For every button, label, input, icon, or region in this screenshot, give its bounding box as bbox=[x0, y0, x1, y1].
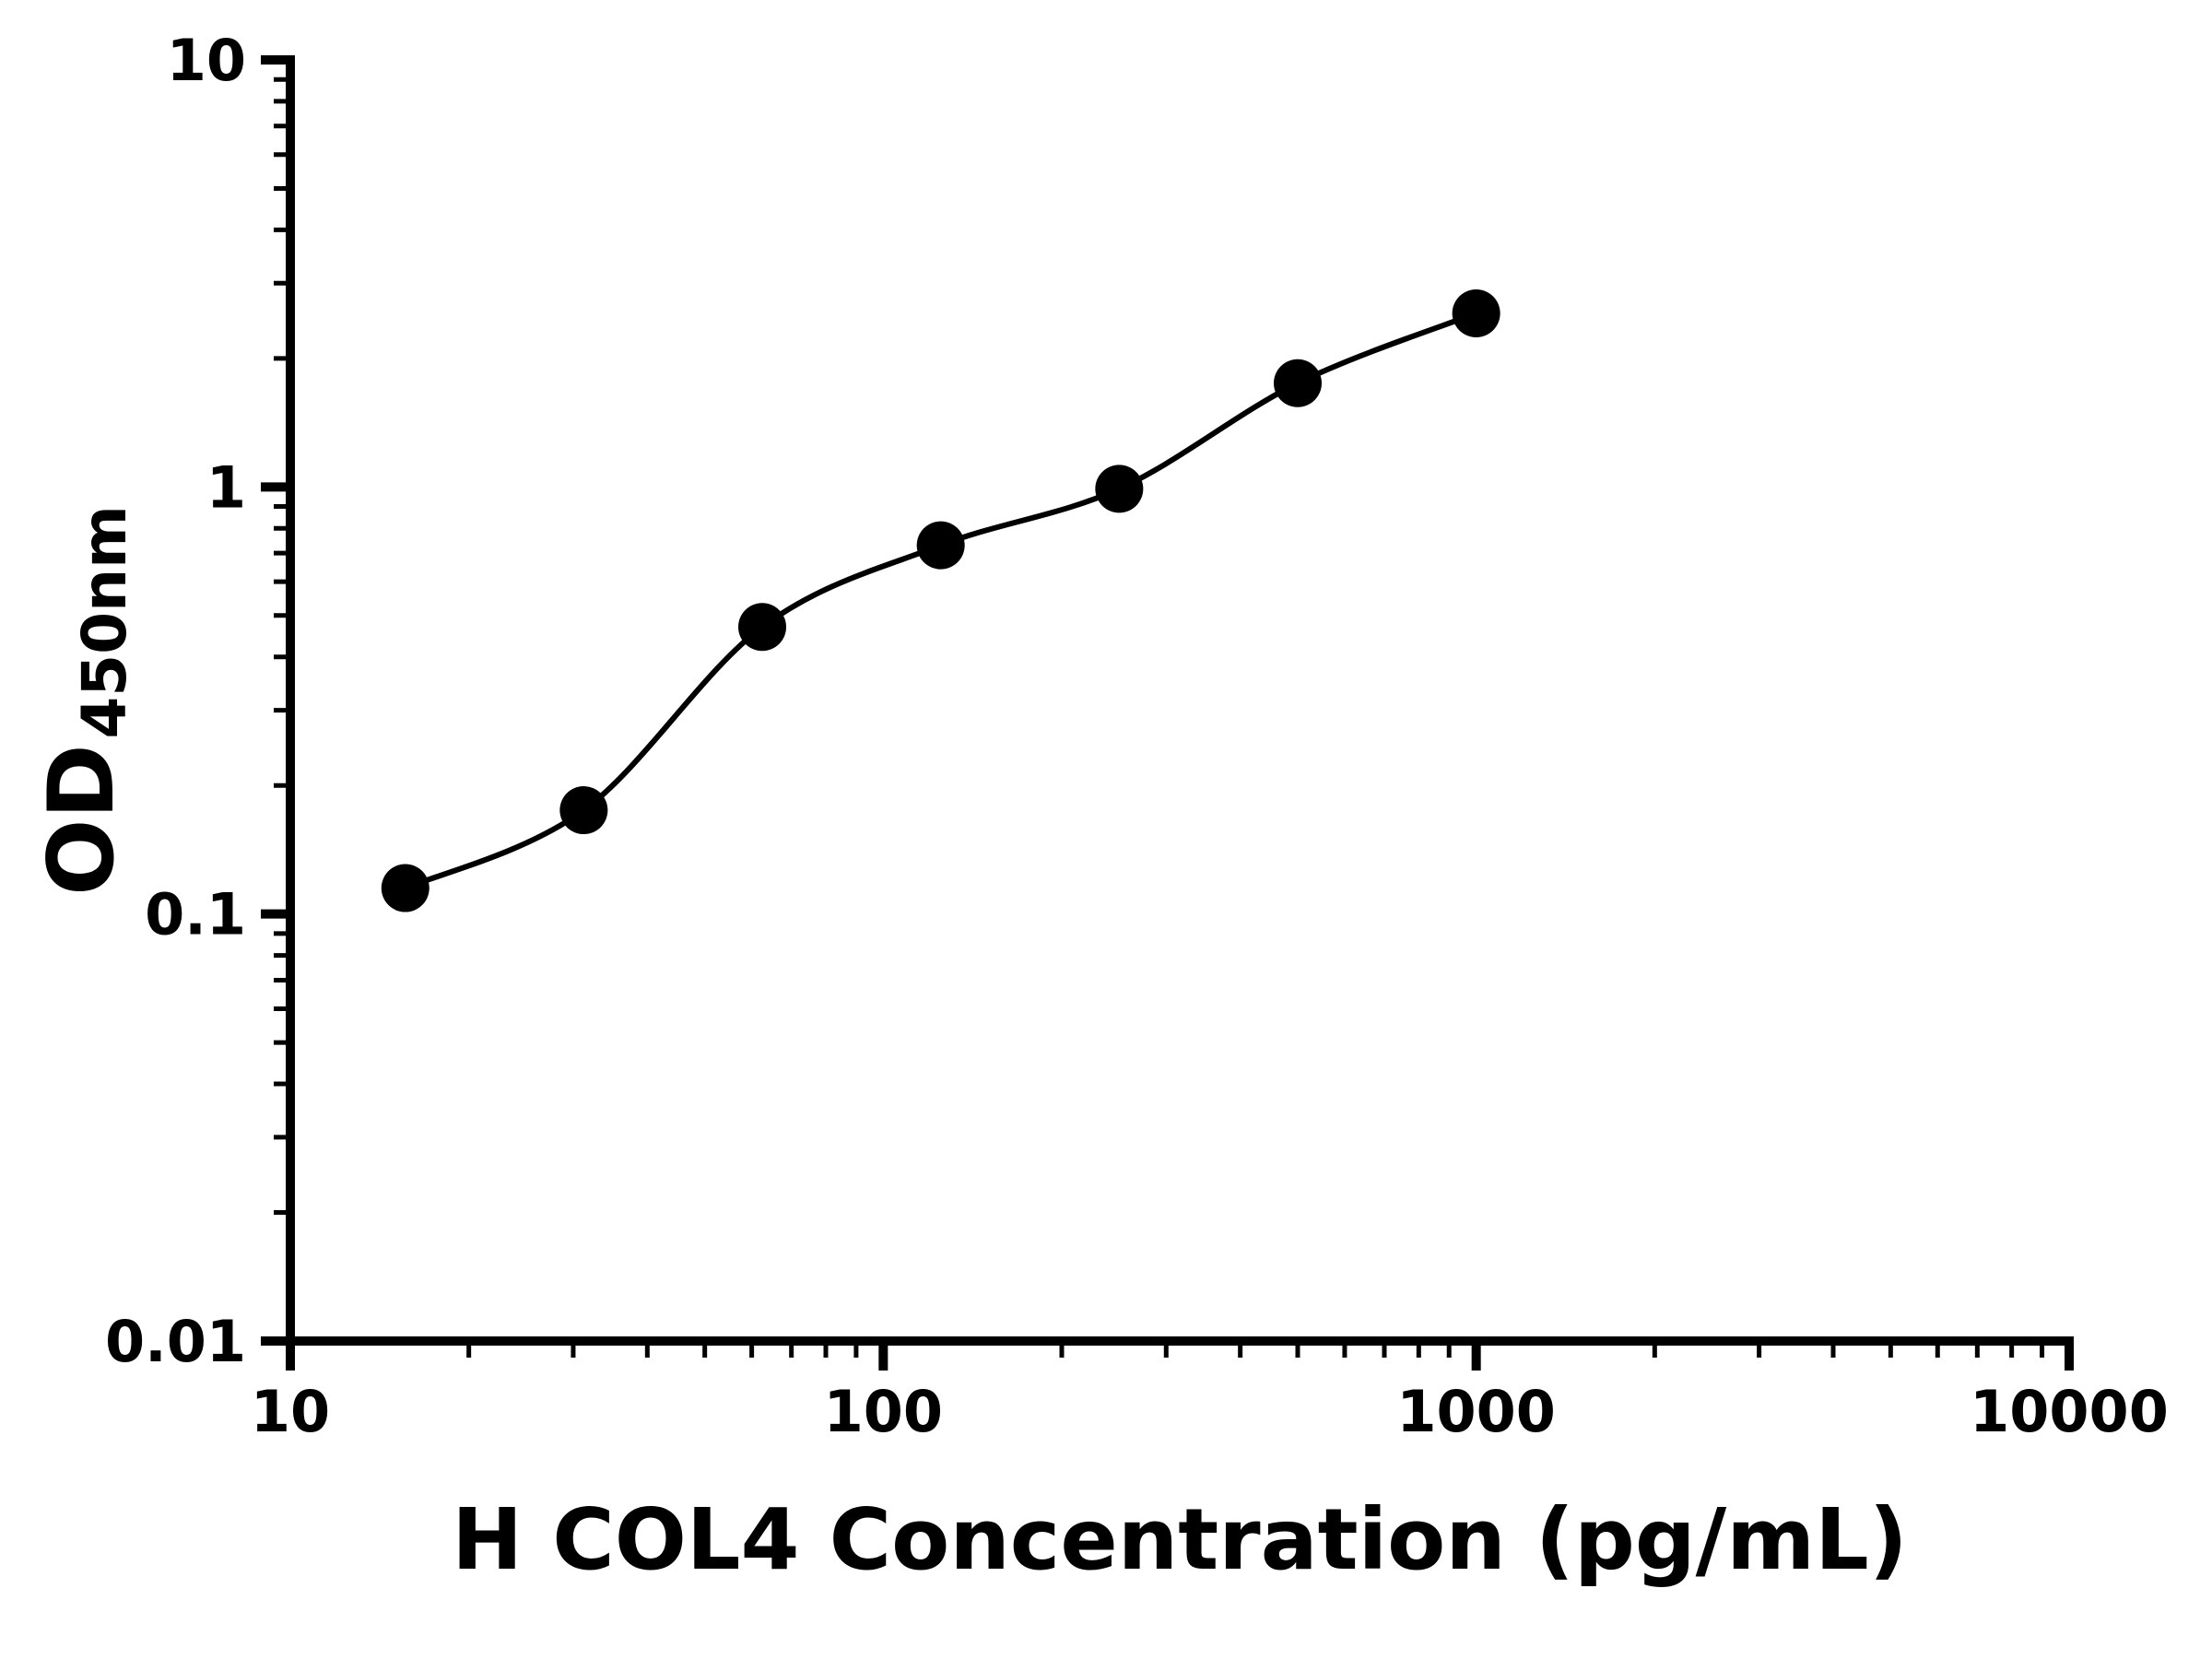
tick-labels-layer: 10 100 1000 10000 0.01 0.1 1 10 bbox=[105, 27, 2169, 1445]
y-tick-label: 0.1 bbox=[145, 881, 246, 948]
axis-spine bbox=[286, 55, 2074, 1346]
x-tick-label: 1000 bbox=[1396, 1378, 1556, 1445]
y-tick-label: 10 bbox=[167, 27, 246, 94]
data-point bbox=[381, 864, 429, 912]
data-point bbox=[916, 521, 965, 570]
axes-layer bbox=[286, 55, 2074, 1346]
y-axis-title: OD 450nm bbox=[29, 505, 140, 896]
x-axis-title: H COL4 Concentration (pg/mL) bbox=[452, 1490, 1908, 1589]
data-point bbox=[1452, 288, 1500, 337]
y-tick-label: 1 bbox=[206, 453, 246, 521]
y-axis-title-sub: 450nm bbox=[69, 505, 140, 739]
y-axis-title-main: OD bbox=[29, 744, 135, 896]
ticks-layer bbox=[261, 55, 2074, 1371]
series-layer bbox=[381, 288, 1500, 912]
x-tick-label: 10 bbox=[251, 1378, 330, 1445]
data-point bbox=[1274, 359, 1323, 407]
x-tick-label: 10000 bbox=[1970, 1378, 2169, 1445]
y-tick-label: 0.01 bbox=[105, 1308, 246, 1375]
x-tick-label: 100 bbox=[824, 1378, 943, 1445]
data-point bbox=[738, 603, 787, 652]
data-point bbox=[1095, 465, 1144, 513]
data-point bbox=[559, 786, 608, 835]
